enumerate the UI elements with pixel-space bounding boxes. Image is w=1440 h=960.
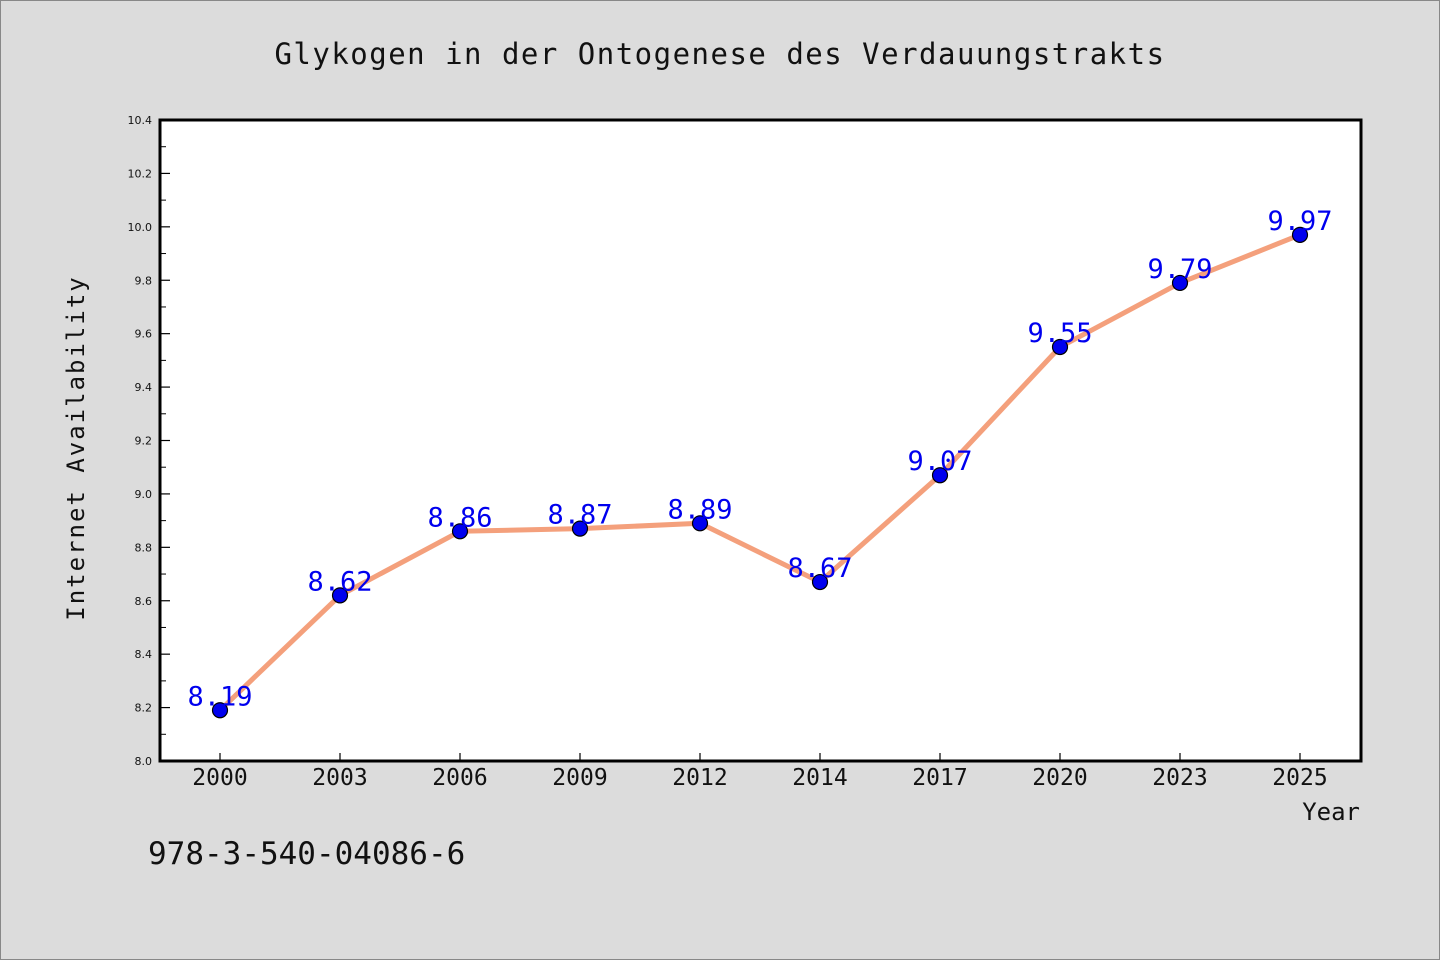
chart-title: Glykogen in der Ontogenese des Verdauung… [274,37,1165,71]
data-label: 8.87 [547,500,612,531]
data-label: 9.07 [907,446,972,477]
x-tick-label: 2009 [552,765,607,791]
data-point [1291,226,1309,243]
data-point [331,587,349,604]
series-layer: 8.19 8.62 8.86 8.87 8.89 8.67 9.07 9.55 9.79 9.97 [187,206,1333,719]
data-point [1051,338,1069,356]
data-label: 8.89 [667,494,732,525]
y-tick-label: 9.2 [135,435,153,448]
y-tick-label: 9.8 [135,274,153,287]
data-point [451,523,469,540]
y-tick-label: 9.0 [135,488,153,501]
y-axis: 8.0 8.2 8.4 8.6 8.8 9.0 9.2 9.4 9.6 9.8 10.0 10.2 10… [128,114,170,768]
y-tick-label: 10.0 [128,221,153,234]
y-tick-label: 8.6 [135,595,153,608]
x-tick-label: 2014 [792,765,847,791]
x-axis: 2000 2003 2006 2009 2012 2014 2017 2020 2023 2025 [192,753,1328,791]
plot-area [158,118,1363,763]
x-tick-label: 2025 [1272,765,1327,791]
y-tick-label: 8.8 [135,541,153,554]
data-point [211,702,229,719]
data-point [691,515,709,532]
data-point [1171,274,1189,292]
y-axis-label: Internet Availability [62,275,90,620]
data-label: 9.55 [1027,318,1092,349]
data-label: 9.79 [1147,254,1212,285]
y-tick-label: 8.4 [135,648,153,661]
y-tick-label: 9.6 [135,328,153,341]
data-point [811,573,829,591]
data-label: 8.86 [427,502,492,533]
y-tick-label: 8.0 [135,755,153,768]
x-axis-label: Year [1302,798,1360,826]
y-tick-label: 8.2 [135,702,153,715]
data-label: 9.97 [1267,206,1332,237]
data-label: 8.62 [307,566,372,597]
series-line [217,232,1303,713]
data-point [931,467,949,484]
y-tick-label: 10.2 [128,167,153,180]
x-tick-label: 2003 [312,765,367,791]
data-label: 8.67 [787,553,852,584]
x-tick-label: 2012 [672,765,727,791]
x-tick-label: 2023 [1152,765,1207,791]
x-tick-label: 2020 [1032,765,1087,791]
data-label: 8.19 [187,681,252,712]
data-point [571,520,589,537]
y-tick-label: 10.4 [128,114,153,127]
x-tick-label: 2006 [432,765,487,791]
y-tick-label: 9.4 [135,381,153,394]
x-tick-label: 2017 [912,765,967,791]
isbn-text: 978-3-540-04086-6 [148,836,465,872]
x-tick-label: 2000 [192,765,247,791]
